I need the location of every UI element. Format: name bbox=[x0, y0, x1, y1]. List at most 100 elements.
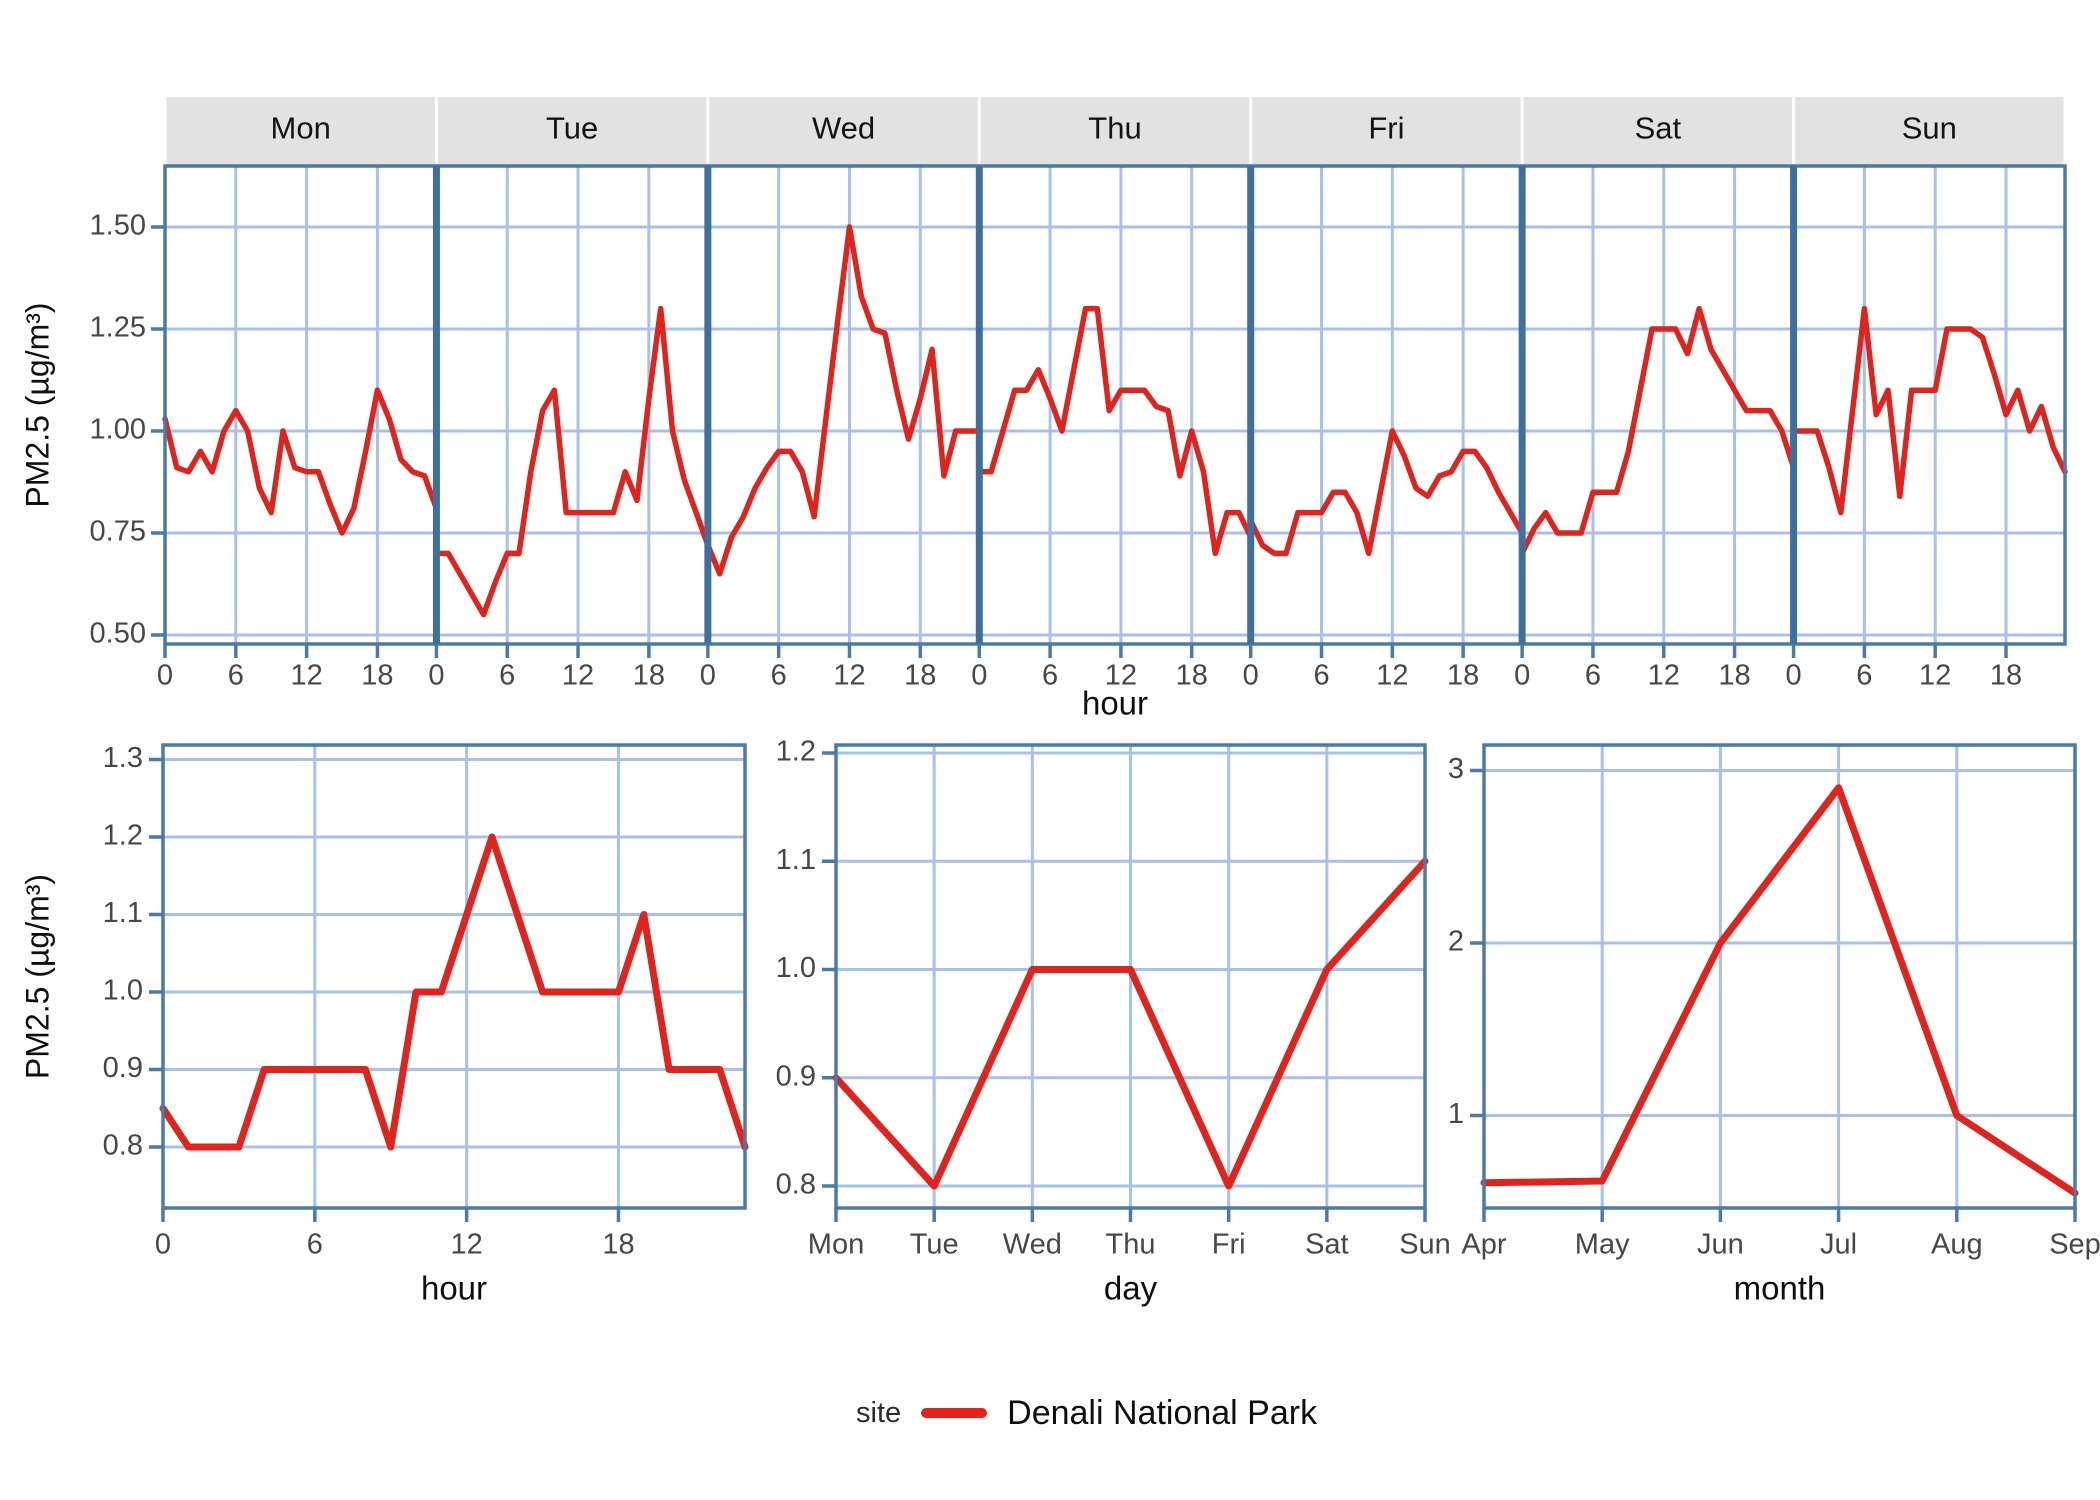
panel-monthly: 1 2 3 Apr May Jun Jul Aug Sep month bbox=[1448, 743, 2100, 1307]
pm25-line-Sat bbox=[1519, 305, 1797, 557]
y-tick-label: 1.0 bbox=[103, 975, 143, 1007]
pm25-line-Fri bbox=[1247, 428, 1525, 557]
facet-strip-label-Fri: Fri bbox=[1368, 111, 1404, 146]
x-tick-label: Thu bbox=[1106, 1229, 1156, 1261]
bottom-y-axis-title: PM2.5 (µg/m³) bbox=[19, 874, 55, 1079]
x-tick-label: 0 bbox=[1514, 660, 1530, 692]
y-tick-label: 0.9 bbox=[776, 1060, 816, 1092]
pm25-line-Mon bbox=[162, 387, 440, 536]
x-tick-label: 18 bbox=[1447, 660, 1479, 692]
y-tick-label: 0.8 bbox=[776, 1169, 816, 1201]
x-tick-label: 6 bbox=[1856, 660, 1872, 692]
x-tick-label: 18 bbox=[602, 1229, 634, 1261]
facet-strip-Mon bbox=[166, 97, 435, 166]
x-tick-label: 0 bbox=[700, 660, 716, 692]
x-tick-label: 12 bbox=[1376, 660, 1408, 692]
facet-strip-label-Tue: Tue bbox=[546, 111, 598, 146]
x-tick-label: Aug bbox=[1931, 1229, 1983, 1261]
x-tick-label: 18 bbox=[1718, 660, 1750, 692]
top-panel-frames bbox=[163, 164, 2067, 646]
panel-border bbox=[434, 164, 710, 646]
x-tick-label: 18 bbox=[904, 660, 936, 692]
x-tick-label: 12 bbox=[451, 1229, 483, 1261]
x-tick-label: 6 bbox=[1585, 660, 1601, 692]
y-tick-label: 1.2 bbox=[776, 736, 816, 768]
y-tick-label: 1.2 bbox=[103, 820, 143, 852]
x-tick-label: 18 bbox=[1990, 660, 2022, 692]
panel-border bbox=[834, 743, 1427, 1210]
y-tick-label: 1.1 bbox=[776, 844, 816, 876]
pm25-line-diurnal bbox=[159, 833, 749, 1151]
panel-border bbox=[1520, 164, 1796, 646]
x-tick-label: 6 bbox=[228, 660, 244, 692]
x-tick-label: May bbox=[1575, 1229, 1630, 1261]
y-tick-label: 1.1 bbox=[103, 897, 143, 929]
x-tick-label: 6 bbox=[771, 660, 787, 692]
y-tick-label: 0.8 bbox=[103, 1130, 143, 1162]
panel-border bbox=[1248, 164, 1524, 646]
facet-strip-row: Mon Tue Wed Thu Fri Sat Sun bbox=[166, 97, 2064, 166]
weekday-x-axis-title: day bbox=[1104, 1270, 1158, 1307]
x-tick-label: 0 bbox=[155, 1229, 171, 1261]
x-tick-label: 18 bbox=[1176, 660, 1208, 692]
facet-strip-label-Thu: Thu bbox=[1088, 111, 1141, 146]
facet-strip-Wed bbox=[709, 97, 978, 166]
pm25-line-Thu bbox=[976, 305, 1254, 557]
top-y-axis-title: PM2.5 (µg/m³) bbox=[19, 302, 55, 507]
facet-strip-Sat bbox=[1523, 97, 1793, 166]
pm25-line-monthly bbox=[1480, 784, 2079, 1197]
x-tick-label: 0 bbox=[1786, 660, 1802, 692]
x-tick-label: Sun bbox=[1399, 1229, 1451, 1261]
y-tick-label: 1.00 bbox=[90, 414, 146, 446]
panel-border bbox=[161, 743, 747, 1210]
facet-strip-label-Mon: Mon bbox=[271, 111, 331, 146]
x-tick-label: Jun bbox=[1697, 1229, 1744, 1261]
panel-border bbox=[163, 164, 439, 646]
x-tick-label: 6 bbox=[307, 1229, 323, 1261]
x-tick-label: 18 bbox=[633, 660, 665, 692]
legend-title: site bbox=[856, 1396, 902, 1429]
x-tick-label: Mon bbox=[808, 1229, 864, 1261]
x-tick-label: 12 bbox=[290, 660, 322, 692]
y-tick-label: 1.3 bbox=[103, 742, 143, 774]
x-tick-label: 0 bbox=[971, 660, 987, 692]
y-tick-label: 0.75 bbox=[90, 516, 146, 548]
x-tick-label: Tue bbox=[910, 1229, 959, 1261]
facet-strip-label-Wed: Wed bbox=[812, 111, 875, 146]
x-tick-label: Jul bbox=[1820, 1229, 1857, 1261]
x-tick-label: 0 bbox=[157, 660, 173, 692]
facet-strip-Thu bbox=[980, 97, 1250, 166]
y-tick-label: 1.50 bbox=[90, 210, 146, 242]
diurnal-x-axis-title: hour bbox=[421, 1270, 487, 1307]
legend-line-swatch bbox=[921, 1408, 988, 1418]
y-tick-label: 1.0 bbox=[776, 952, 816, 984]
top-axes: 0 6 12 18 0 6 12 18 0 6 12 18 0 6 12 18 0 6 12 18 0 6 12 18 0 6 12… bbox=[19, 210, 2022, 722]
x-tick-label: Fri bbox=[1212, 1229, 1246, 1261]
y-tick-label: 1.25 bbox=[90, 312, 146, 344]
top-series bbox=[162, 224, 2068, 618]
legend-series-label: Denali National Park bbox=[1007, 1393, 1318, 1432]
x-tick-label: 6 bbox=[1042, 660, 1058, 692]
facet-strip-Fri bbox=[1252, 97, 1521, 166]
y-tick-label: 3 bbox=[1448, 753, 1464, 785]
x-tick-label: Sep bbox=[2049, 1229, 2100, 1261]
x-tick-label: Wed bbox=[1003, 1229, 1062, 1261]
x-tick-label: 18 bbox=[361, 660, 393, 692]
facet-strip-label-Sun: Sun bbox=[1902, 111, 1957, 146]
panel-weekday: 0.8 0.9 1.0 1.1 1.2 Mon Tue Wed Thu Fri Sat Sun day bbox=[776, 736, 1451, 1307]
pm25-line-Wed bbox=[705, 224, 983, 577]
monthly-x-axis-title: month bbox=[1734, 1270, 1826, 1307]
y-tick-label: 0.9 bbox=[103, 1052, 143, 1084]
panel-border bbox=[1482, 743, 2077, 1210]
x-tick-label: Apr bbox=[1461, 1229, 1506, 1261]
pm25-line-Sun bbox=[1790, 305, 2068, 516]
facet-strip-Sun bbox=[1795, 97, 2064, 166]
y-tick-label: 1 bbox=[1448, 1098, 1464, 1130]
x-tick-label: 12 bbox=[833, 660, 865, 692]
x-tick-label: 12 bbox=[1648, 660, 1680, 692]
x-tick-label: Sat bbox=[1305, 1229, 1349, 1261]
pm25-line-Tue bbox=[433, 305, 711, 618]
x-tick-label: 0 bbox=[1243, 660, 1259, 692]
